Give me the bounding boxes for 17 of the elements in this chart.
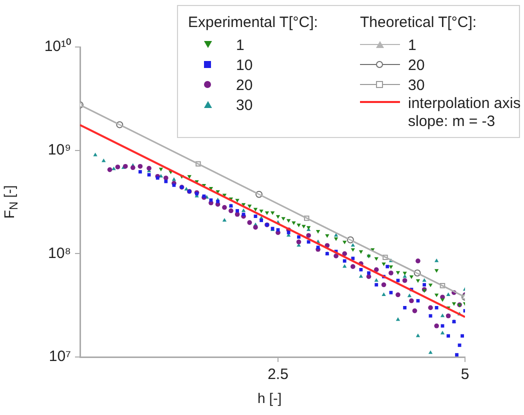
y-tick-label: 10⁹ <box>48 141 71 158</box>
legend-title: Experimental T[°C]: <box>188 14 318 31</box>
y-tick-label: 10⁷ <box>48 348 71 366</box>
y-tick-label: 10⁸ <box>48 244 71 262</box>
x-tick-label: 5 <box>460 366 470 384</box>
legend-label: 20 <box>408 56 425 74</box>
legend-label: 30 <box>408 76 425 94</box>
legend-label: 10 <box>236 56 253 74</box>
y-tick-label: 10¹⁰ <box>44 38 71 56</box>
legend-label: interpolation axis slope: m = -3 <box>408 95 522 131</box>
text: Theoretical T[°C]: <box>360 14 478 31</box>
legend-label: 1 <box>236 36 244 54</box>
x-axis-title: h [-] <box>258 390 282 406</box>
legend-label: 20 <box>236 76 253 94</box>
x-tick-label: 2.5 <box>268 366 288 384</box>
legend-label: 30 <box>236 96 253 114</box>
legend-label: 1 <box>408 36 416 54</box>
